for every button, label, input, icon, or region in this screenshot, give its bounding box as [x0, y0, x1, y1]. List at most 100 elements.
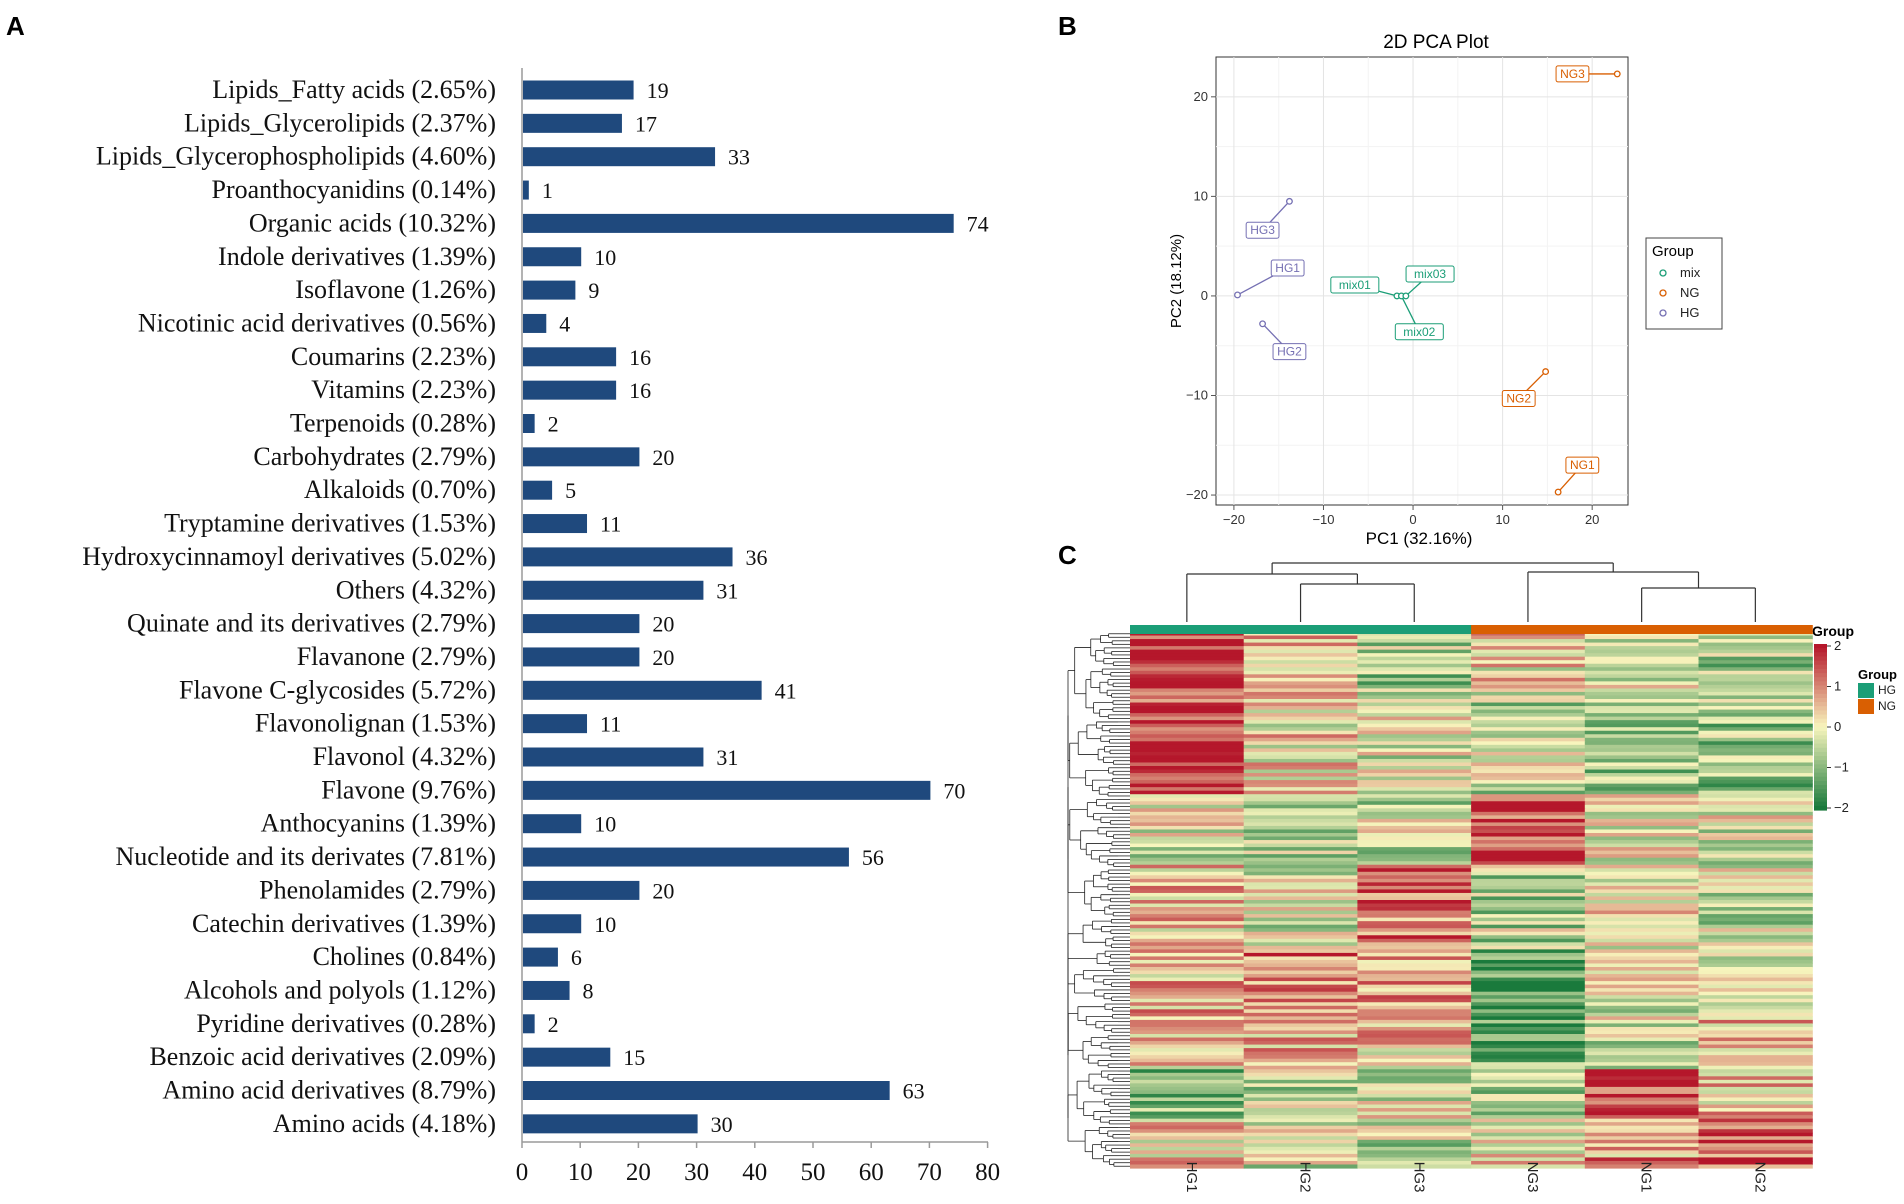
heatmap-cell	[1584, 970, 1700, 975]
heatmap-cell	[1357, 1055, 1472, 1060]
heatmap-cell	[1130, 903, 1245, 908]
bar-x-tick-label: 50	[801, 1159, 826, 1186]
heatmap-cell	[1130, 1146, 1245, 1151]
heatmap-cell	[1698, 945, 1813, 950]
color-scale-swatch	[1814, 689, 1827, 695]
heatmap-cell	[1357, 632, 1472, 637]
heatmap-cell	[1584, 857, 1700, 862]
heatmap-cell	[1357, 840, 1472, 845]
heatmap-cell	[1243, 1125, 1358, 1130]
heatmap-cell	[1471, 1129, 1586, 1134]
heatmap-cell	[1584, 967, 1700, 972]
heatmap-cell	[1357, 854, 1472, 859]
heatmap-cell	[1471, 998, 1586, 1003]
heatmap-cell	[1357, 917, 1472, 922]
heatmap-cell	[1357, 801, 1472, 806]
heatmap-cell	[1698, 773, 1813, 778]
heatmap-cell	[1130, 755, 1245, 760]
bar	[523, 980, 570, 1000]
heatmap-cell	[1130, 639, 1245, 644]
heatmap-cell	[1584, 1069, 1700, 1074]
heatmap-cell	[1130, 751, 1245, 757]
heatmap-cell	[1243, 875, 1358, 880]
heatmap-cell	[1698, 1041, 1813, 1046]
heatmap-cell	[1130, 1041, 1245, 1046]
heatmap-cell	[1584, 727, 1700, 732]
heatmap-cell	[1357, 949, 1472, 954]
pca-y-tick-label: 0	[1201, 288, 1208, 303]
heatmap-cell	[1130, 1108, 1245, 1113]
heatmap-cell	[1357, 716, 1472, 721]
pca-point-label: HG1	[1275, 261, 1300, 275]
color-scale-tick-label: 1	[1834, 679, 1841, 694]
heatmap-cell	[1243, 1150, 1358, 1155]
heatmap-cell	[1698, 727, 1813, 732]
bar-value-label: 2	[548, 1012, 559, 1037]
heatmap-cell	[1698, 670, 1813, 675]
heatmap-cell	[1243, 1009, 1358, 1014]
heatmap-cell	[1357, 1009, 1472, 1014]
heatmap-cell	[1243, 720, 1358, 725]
heatmap-cell	[1357, 1016, 1472, 1021]
heatmap-cell	[1471, 857, 1586, 862]
heatmap-cell	[1471, 1019, 1586, 1025]
heatmap-cell	[1357, 836, 1472, 841]
heatmap-cell	[1471, 748, 1586, 753]
heatmap-cell	[1130, 942, 1245, 947]
heatmap-cell	[1698, 1076, 1813, 1081]
pca-point	[1234, 291, 1241, 299]
heatmap-cell	[1698, 1016, 1813, 1021]
heatmap-cell	[1130, 681, 1245, 686]
bar	[523, 614, 640, 634]
heatmap-cell	[1357, 818, 1472, 824]
heatmap-cell	[1130, 1157, 1245, 1162]
heatmap-cell	[1471, 702, 1586, 707]
heatmap-cell	[1357, 829, 1472, 834]
heatmap-cell	[1471, 917, 1586, 922]
bar	[523, 280, 576, 300]
heatmap-cell	[1243, 882, 1358, 887]
heatmap-cell	[1130, 917, 1245, 922]
heatmap-cell	[1243, 1012, 1358, 1017]
heatmap-cell	[1471, 1037, 1586, 1042]
heatmap-cell	[1471, 1101, 1586, 1106]
heatmap-cell	[1130, 1023, 1245, 1028]
pca-point	[1259, 320, 1267, 328]
heatmap-cell	[1698, 1093, 1813, 1099]
heatmap-cell	[1698, 808, 1813, 813]
heatmap-cell	[1243, 783, 1358, 788]
heatmap-cell	[1584, 1051, 1700, 1056]
heatmap-cell	[1357, 787, 1472, 792]
heatmap-cell	[1357, 868, 1472, 873]
heatmap-cell	[1698, 1058, 1813, 1063]
heatmap-cell	[1243, 935, 1358, 940]
bar	[523, 780, 931, 800]
heatmap-cell	[1584, 1097, 1700, 1102]
pca-point-label: HG2	[1277, 345, 1302, 359]
heatmap-cell	[1357, 1076, 1472, 1081]
heatmap-cell	[1130, 949, 1245, 954]
heatmap-cell	[1698, 780, 1813, 785]
heatmap-cell	[1471, 1030, 1586, 1035]
heatmap-cell	[1130, 1044, 1245, 1049]
heatmap-cell	[1698, 656, 1813, 661]
heatmap-cell	[1243, 892, 1358, 898]
heatmap-cell	[1698, 949, 1813, 954]
heatmap-cell	[1471, 850, 1586, 855]
heatmap-cell	[1471, 871, 1586, 876]
heatmap-cell	[1357, 681, 1472, 686]
heatmap-cell	[1698, 642, 1813, 647]
heatmap-cell	[1584, 1093, 1700, 1099]
heatmap-cell	[1130, 684, 1245, 690]
heatmap-cell	[1584, 639, 1700, 644]
heatmap-cell	[1243, 998, 1358, 1003]
bar-chart: Lipids_Fatty acids (2.65%) 19Lipids_Glyce…	[82, 68, 1000, 1186]
heatmap-cell	[1130, 854, 1245, 859]
heatmap-cell	[1698, 871, 1813, 876]
pca-point-label-box	[1501, 389, 1536, 407]
heatmap-cell	[1357, 861, 1472, 866]
heatmap-cell	[1584, 1048, 1700, 1053]
heatmap-cell	[1357, 1104, 1472, 1109]
heatmap-cell	[1584, 1072, 1700, 1077]
heatmap-cell	[1357, 1125, 1472, 1130]
